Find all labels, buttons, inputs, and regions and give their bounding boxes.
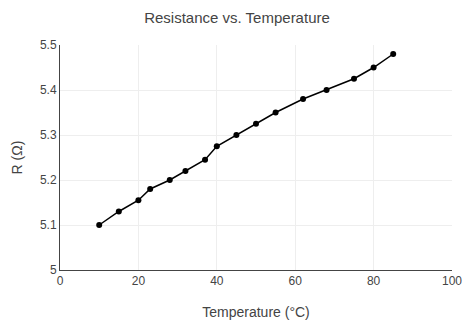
svg-text:5.5: 5.5 xyxy=(40,38,57,52)
svg-text:Temperature (°C): Temperature (°C) xyxy=(202,304,310,320)
svg-text:5.3: 5.3 xyxy=(40,128,57,142)
svg-text:R (Ω): R (Ω) xyxy=(9,141,25,175)
svg-text:100: 100 xyxy=(442,274,462,288)
svg-text:Resistance vs. Temperature: Resistance vs. Temperature xyxy=(144,9,330,26)
svg-text:5: 5 xyxy=(50,263,57,277)
svg-text:20: 20 xyxy=(132,274,146,288)
svg-text:0: 0 xyxy=(57,274,64,288)
svg-text:5.4: 5.4 xyxy=(40,83,57,97)
svg-text:80: 80 xyxy=(367,274,381,288)
svg-text:40: 40 xyxy=(210,274,224,288)
svg-text:5.2: 5.2 xyxy=(40,173,57,187)
svg-text:60: 60 xyxy=(289,274,303,288)
svg-text:5.1: 5.1 xyxy=(40,218,57,232)
